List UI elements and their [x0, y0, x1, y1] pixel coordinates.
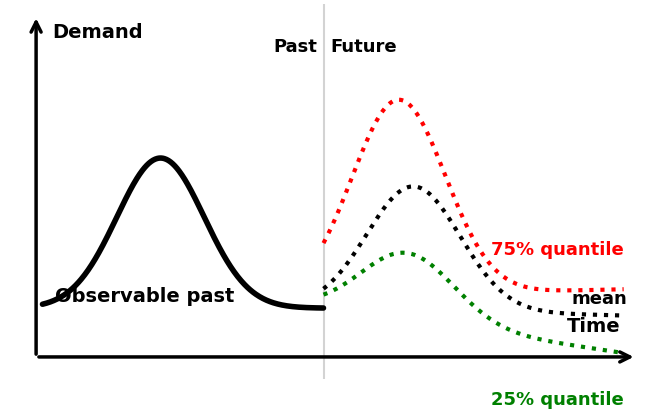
- Text: Future: Future: [330, 38, 397, 56]
- Text: Observable past: Observable past: [55, 287, 234, 306]
- Text: 25% quantile: 25% quantile: [491, 390, 624, 409]
- Text: mean: mean: [571, 290, 627, 308]
- Text: Demand: Demand: [52, 23, 143, 42]
- Text: 75% quantile: 75% quantile: [491, 241, 624, 259]
- Text: Time: Time: [567, 317, 620, 336]
- Text: Past: Past: [273, 38, 317, 56]
